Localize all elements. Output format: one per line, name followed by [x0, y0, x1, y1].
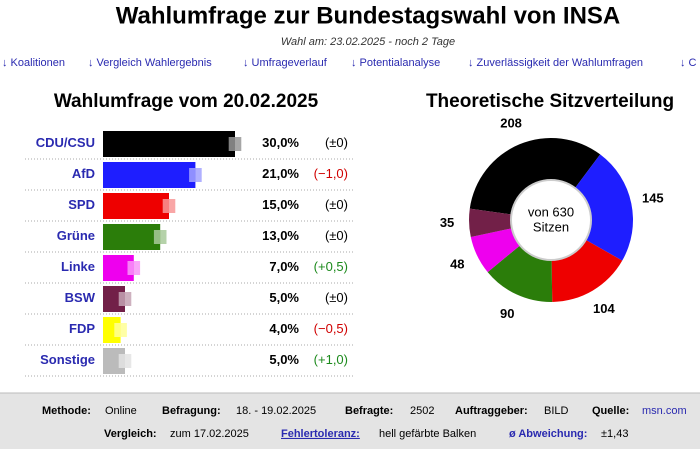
- value-label: 7,0%: [269, 259, 299, 274]
- tolerance-outer: [125, 354, 132, 368]
- bar: [103, 131, 235, 157]
- party-label: Grüne: [57, 228, 95, 243]
- party-label: Sonstige: [40, 352, 95, 367]
- value-label: 13,0%: [262, 228, 299, 243]
- change-label: (+1,0): [314, 352, 348, 367]
- subtitle: Wahl am: 23.02.2025 - noch 2 Tage: [281, 36, 455, 48]
- change-label: (±0): [325, 197, 348, 212]
- seat-label: 35: [440, 215, 454, 230]
- seat-label: 145: [642, 190, 664, 205]
- party-label: CDU/CSU: [36, 135, 95, 150]
- footer-label: Quelle:: [592, 405, 629, 417]
- seat-label: 48: [450, 257, 464, 272]
- seat-segment: [469, 138, 601, 215]
- change-label: (±0): [325, 290, 348, 305]
- center-label: von 630: [528, 204, 574, 219]
- footer-value: 18. - 19.02.2025: [236, 405, 316, 417]
- footer-bg: [0, 393, 700, 449]
- tolerance-outer: [133, 261, 141, 275]
- nav-link[interactable]: ↓ Potentialanalyse: [351, 57, 440, 69]
- page-title: Wahlumfrage zur Bundestagswahl von INSA: [116, 2, 621, 29]
- footer-value: 2502: [410, 405, 434, 417]
- party-label: AfD: [72, 166, 95, 181]
- footer-value: BILD: [544, 405, 569, 417]
- seat-segment: [487, 244, 553, 302]
- tolerance-inner: [118, 354, 125, 368]
- value-label: 4,0%: [269, 321, 299, 336]
- tolerance-inner: [228, 137, 235, 151]
- value-label: 5,0%: [269, 290, 299, 305]
- tolerance-outer: [169, 199, 176, 213]
- value-label: 21,0%: [262, 166, 299, 181]
- tolerance-inner: [153, 230, 161, 244]
- tolerance-outer: [160, 230, 167, 244]
- footer-label: Methode:: [42, 405, 91, 417]
- tolerance-outer: [120, 323, 127, 337]
- party-label: Linke: [61, 259, 95, 274]
- bar: [103, 224, 161, 250]
- footer-label: Befragte:: [345, 405, 393, 417]
- party-label: FDP: [69, 321, 95, 336]
- change-label: (±0): [325, 228, 348, 243]
- tolerance-outer: [195, 168, 202, 182]
- tolerance-inner: [127, 261, 134, 275]
- footer-label: Befragung:: [162, 405, 221, 417]
- footer-value: msn.com: [642, 405, 687, 417]
- chart-title: Wahlumfrage vom 20.02.2025: [54, 91, 319, 112]
- seat-label: 90: [500, 306, 514, 321]
- value-label: 30,0%: [262, 135, 299, 150]
- nav-link[interactable]: ↓ C: [680, 57, 697, 69]
- footer-value: Online: [105, 405, 137, 417]
- footer-label: Auftraggeber:: [455, 405, 528, 417]
- change-label: (−0,5): [314, 321, 348, 336]
- nav-link[interactable]: ↓ Koalitionen: [2, 57, 65, 69]
- party-label: BSW: [65, 290, 96, 305]
- donut-hole: [510, 179, 592, 261]
- bar: [103, 162, 196, 188]
- tolerance-inner: [118, 292, 125, 306]
- footer-label: ø Abweichung:: [509, 428, 587, 440]
- footer-label: Vergleich:: [104, 428, 157, 440]
- change-label: (+0,5): [314, 259, 348, 274]
- seat-label: 104: [593, 301, 615, 316]
- seat-segment: [470, 227, 522, 273]
- chart-title: Theoretische Sitzverteilung: [426, 91, 674, 112]
- value-label: 5,0%: [269, 352, 299, 367]
- nav-link[interactable]: ↓ Vergleich Wahlergebnis: [88, 57, 212, 69]
- footer-value: hell gefärbte Balken: [379, 428, 476, 440]
- tolerance-outer: [235, 137, 242, 151]
- change-label: (±0): [325, 135, 348, 150]
- seat-segment: [468, 208, 514, 238]
- tolerance-outer: [125, 292, 132, 306]
- footer-label: Fehlertoleranz:: [281, 428, 360, 440]
- value-label: 15,0%: [262, 197, 299, 212]
- footer-value: zum 17.02.2025: [170, 428, 249, 440]
- seat-label: 208: [500, 115, 522, 130]
- nav-link[interactable]: ↓ Zuverlässigkeit der Wahlumfragen: [468, 57, 643, 69]
- footer-value: ±1,43: [601, 428, 628, 440]
- center-label: Sitzen: [533, 219, 569, 234]
- bar: [103, 193, 169, 219]
- tolerance-inner: [162, 199, 169, 213]
- tolerance-inner: [114, 323, 121, 337]
- change-label: (−1,0): [314, 166, 348, 181]
- party-label: SPD: [68, 197, 95, 212]
- tolerance-inner: [189, 168, 196, 182]
- nav-link[interactable]: ↓ Umfrageverlauf: [243, 57, 328, 69]
